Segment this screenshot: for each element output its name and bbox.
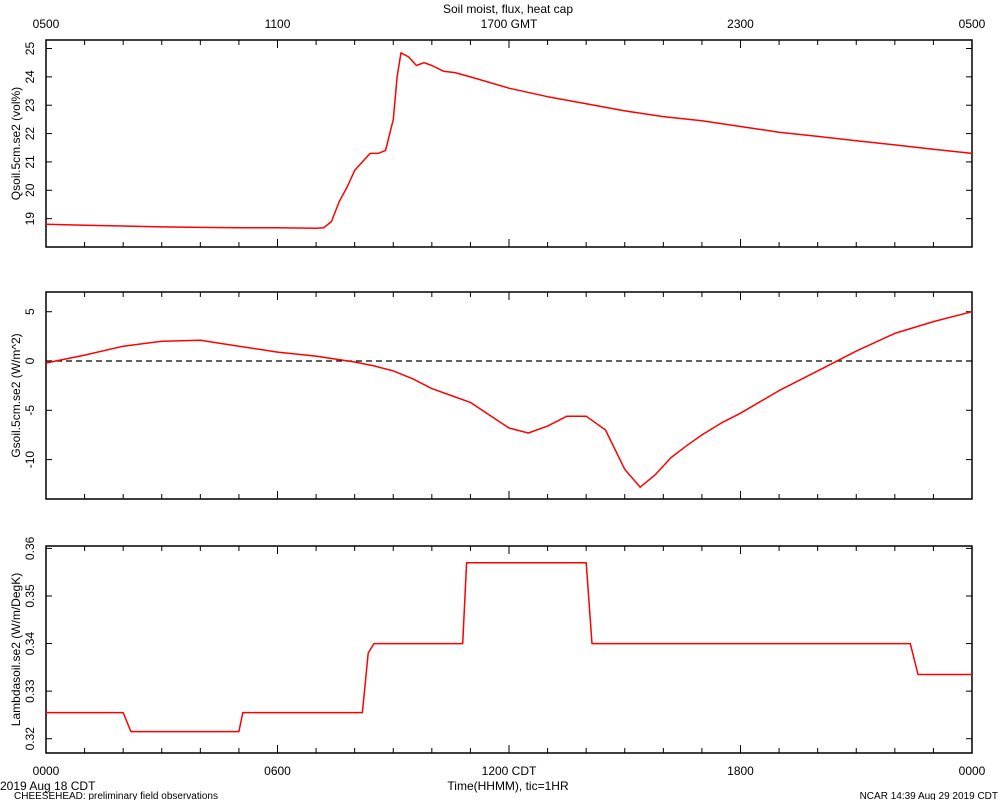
bottom-axis-tick-label: 0600	[264, 764, 291, 778]
y-tick-label: -10	[23, 451, 37, 469]
y-tick-label: 24	[23, 70, 37, 84]
top-axis-tick-labels: 0500 1100 1700 GMT 2300 0500	[33, 17, 986, 31]
y-axis-label: Gsoil.5cm.se2 (W/m^2)	[9, 333, 23, 457]
series-line	[45, 52, 973, 230]
bottom-axis-tick-label: 0000	[33, 764, 60, 778]
y-tick-label: 0.35	[23, 584, 37, 608]
y-tick-label: 19	[23, 212, 37, 226]
y-tick-label: 21	[23, 155, 37, 169]
y-tick-label: 0.32	[23, 727, 37, 751]
panel-frame	[45, 39, 973, 248]
y-tick-label: 0.34	[23, 632, 37, 656]
y-tick-label: 5	[23, 308, 37, 315]
bottom-axis-tick-label: 0000	[959, 764, 986, 778]
top-axis-tick-label: 0500	[33, 17, 60, 31]
y-tick-label: 25	[23, 42, 37, 56]
panel-frame	[45, 545, 973, 754]
y-axis-label: Qsoil.5cm.se2 (vol%)	[9, 87, 23, 200]
top-axis-tick-label: 1100	[265, 17, 291, 31]
panel-1: 19 20 21 22 23 24 25 Qsoil.5cm.se2 (vol%)	[9, 39, 973, 248]
y-tick-label: -5	[23, 405, 37, 416]
y-tick-label: 0	[23, 357, 37, 364]
footer-left-text: CHEESEHEAD: preliminary field observatio…	[14, 791, 218, 800]
footer-right-text: NCAR 14:39 Aug 29 2019 CDT	[860, 791, 998, 800]
y-tick-label: 22	[23, 127, 37, 141]
date-label: 2019 Aug 18 CDT	[0, 779, 96, 793]
top-axis-tick-label: 2300	[727, 17, 754, 31]
series-line	[46, 561, 972, 733]
y-axis-label: Lambdasoil.se2 (W/m/DegK)	[9, 573, 23, 726]
series-line	[45, 310, 973, 488]
panel-frame	[45, 291, 973, 500]
y-tick-label: 20	[23, 183, 37, 197]
bottom-axis-tick-label: 1200 CDT	[482, 764, 537, 778]
chart-panels: 19 20 21 22 23 24 25 Qsoil.5cm.se2 (vol%) 5 0 -5 -1…	[9, 39, 973, 754]
top-axis-tick-label: 0500	[959, 17, 986, 31]
y-tick-label: 23	[23, 98, 37, 112]
top-axis-tick-label: 1700 GMT	[481, 17, 538, 31]
bottom-axis-tick-label: 1800	[727, 764, 754, 778]
x-axis-label: Time(HHMM), tic=1HR	[447, 779, 569, 793]
y-tick-label: 0.33	[23, 679, 37, 703]
y-tick-label: 0.36	[23, 536, 37, 560]
chart-title: Soil moist, flux, heat cap	[443, 2, 573, 16]
bottom-axis-tick-labels: 0000 0600 1200 CDT 1800 0000	[33, 764, 986, 778]
